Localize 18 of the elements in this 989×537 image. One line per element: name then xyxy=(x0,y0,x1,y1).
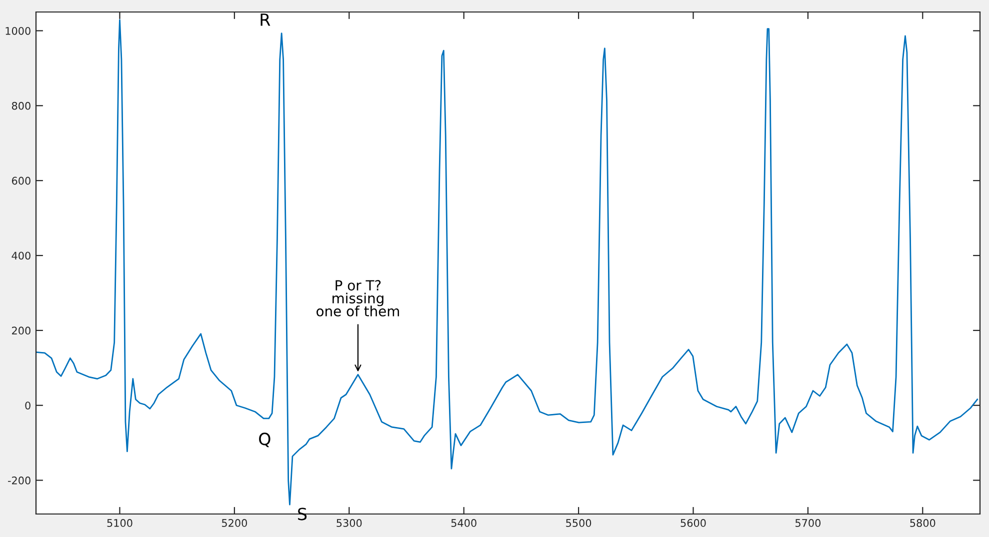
y-tick-label: 800 xyxy=(12,102,30,110)
x-tick-label: 5300 xyxy=(336,519,362,527)
annotation: R xyxy=(260,14,270,26)
y-tick-label: 200 xyxy=(12,326,30,335)
annotation: P or T? missing one of them xyxy=(316,280,399,316)
y-tick-label: 1000 xyxy=(6,26,30,35)
x-tick-label: 5700 xyxy=(795,519,821,527)
x-tick-label: 5100 xyxy=(107,519,132,527)
y-tick-label: 400 xyxy=(12,252,30,260)
y-tick-label: -200 xyxy=(8,476,30,484)
x-tick-label: 5400 xyxy=(451,519,476,527)
annotation: Q xyxy=(259,432,270,448)
y-tick-label: 600 xyxy=(12,176,30,185)
y-tick-label: 0 xyxy=(25,402,30,410)
x-tick-label: 5500 xyxy=(566,519,592,527)
x-tick-label: 5800 xyxy=(910,519,936,527)
x-tick-label: 5600 xyxy=(680,519,706,527)
x-tick-label: 5200 xyxy=(222,519,247,527)
